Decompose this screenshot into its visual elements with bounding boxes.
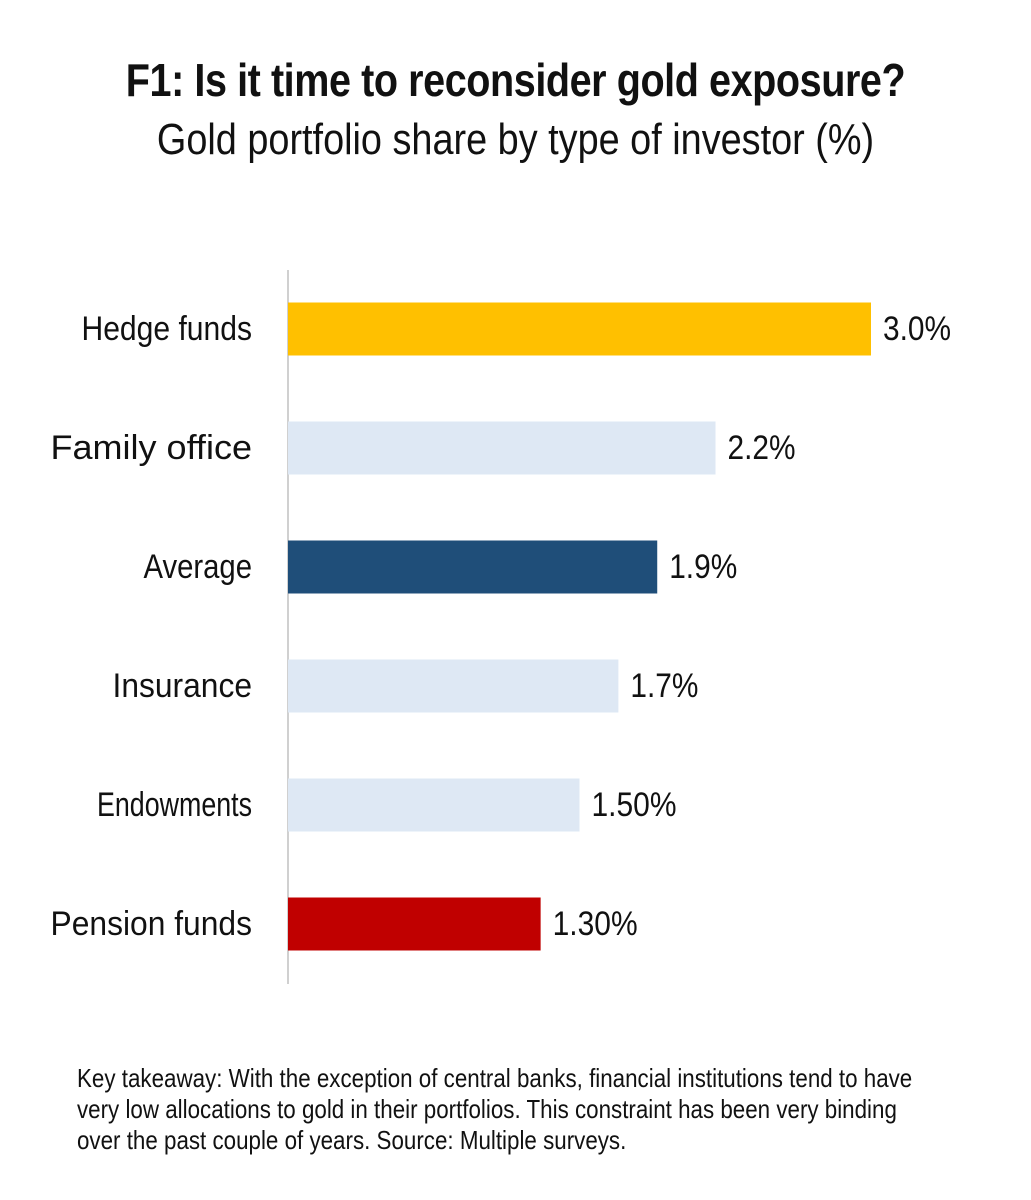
category-label-pension-funds: Pension funds <box>51 905 253 943</box>
category-label-hedge-funds: Hedge funds <box>82 310 253 348</box>
category-label-average: Average <box>144 548 253 586</box>
bar-insurance <box>288 659 619 713</box>
bar-chart: Hedge funds 3.0% Family office 2.2% Average 1… <box>51 270 951 984</box>
bar-average <box>288 540 658 594</box>
bar-family-office <box>288 421 716 475</box>
bar-hedge-funds <box>288 302 871 356</box>
chart-title: F1: Is it time to reconsider gold exposu… <box>125 54 906 106</box>
category-label-insurance: Insurance <box>113 667 253 705</box>
bar-pension-funds <box>288 897 541 951</box>
bar-endowments <box>288 778 580 832</box>
chart-subtitle: Gold portfolio share by type of investor… <box>156 115 875 164</box>
key-takeaway-note: Key takeaway: With the exception of cent… <box>77 1063 913 1155</box>
value-label-endowments: 1.50% <box>592 786 677 824</box>
value-label-average: 1.9% <box>669 548 737 586</box>
category-label-endowments: Endowments <box>97 786 252 824</box>
value-label-insurance: 1.7% <box>630 667 698 705</box>
value-label-hedge-funds: 3.0% <box>883 310 951 348</box>
category-label-family-office: Family office <box>51 429 253 467</box>
value-label-pension-funds: 1.30% <box>553 905 638 943</box>
value-label-family-office: 2.2% <box>728 429 796 467</box>
